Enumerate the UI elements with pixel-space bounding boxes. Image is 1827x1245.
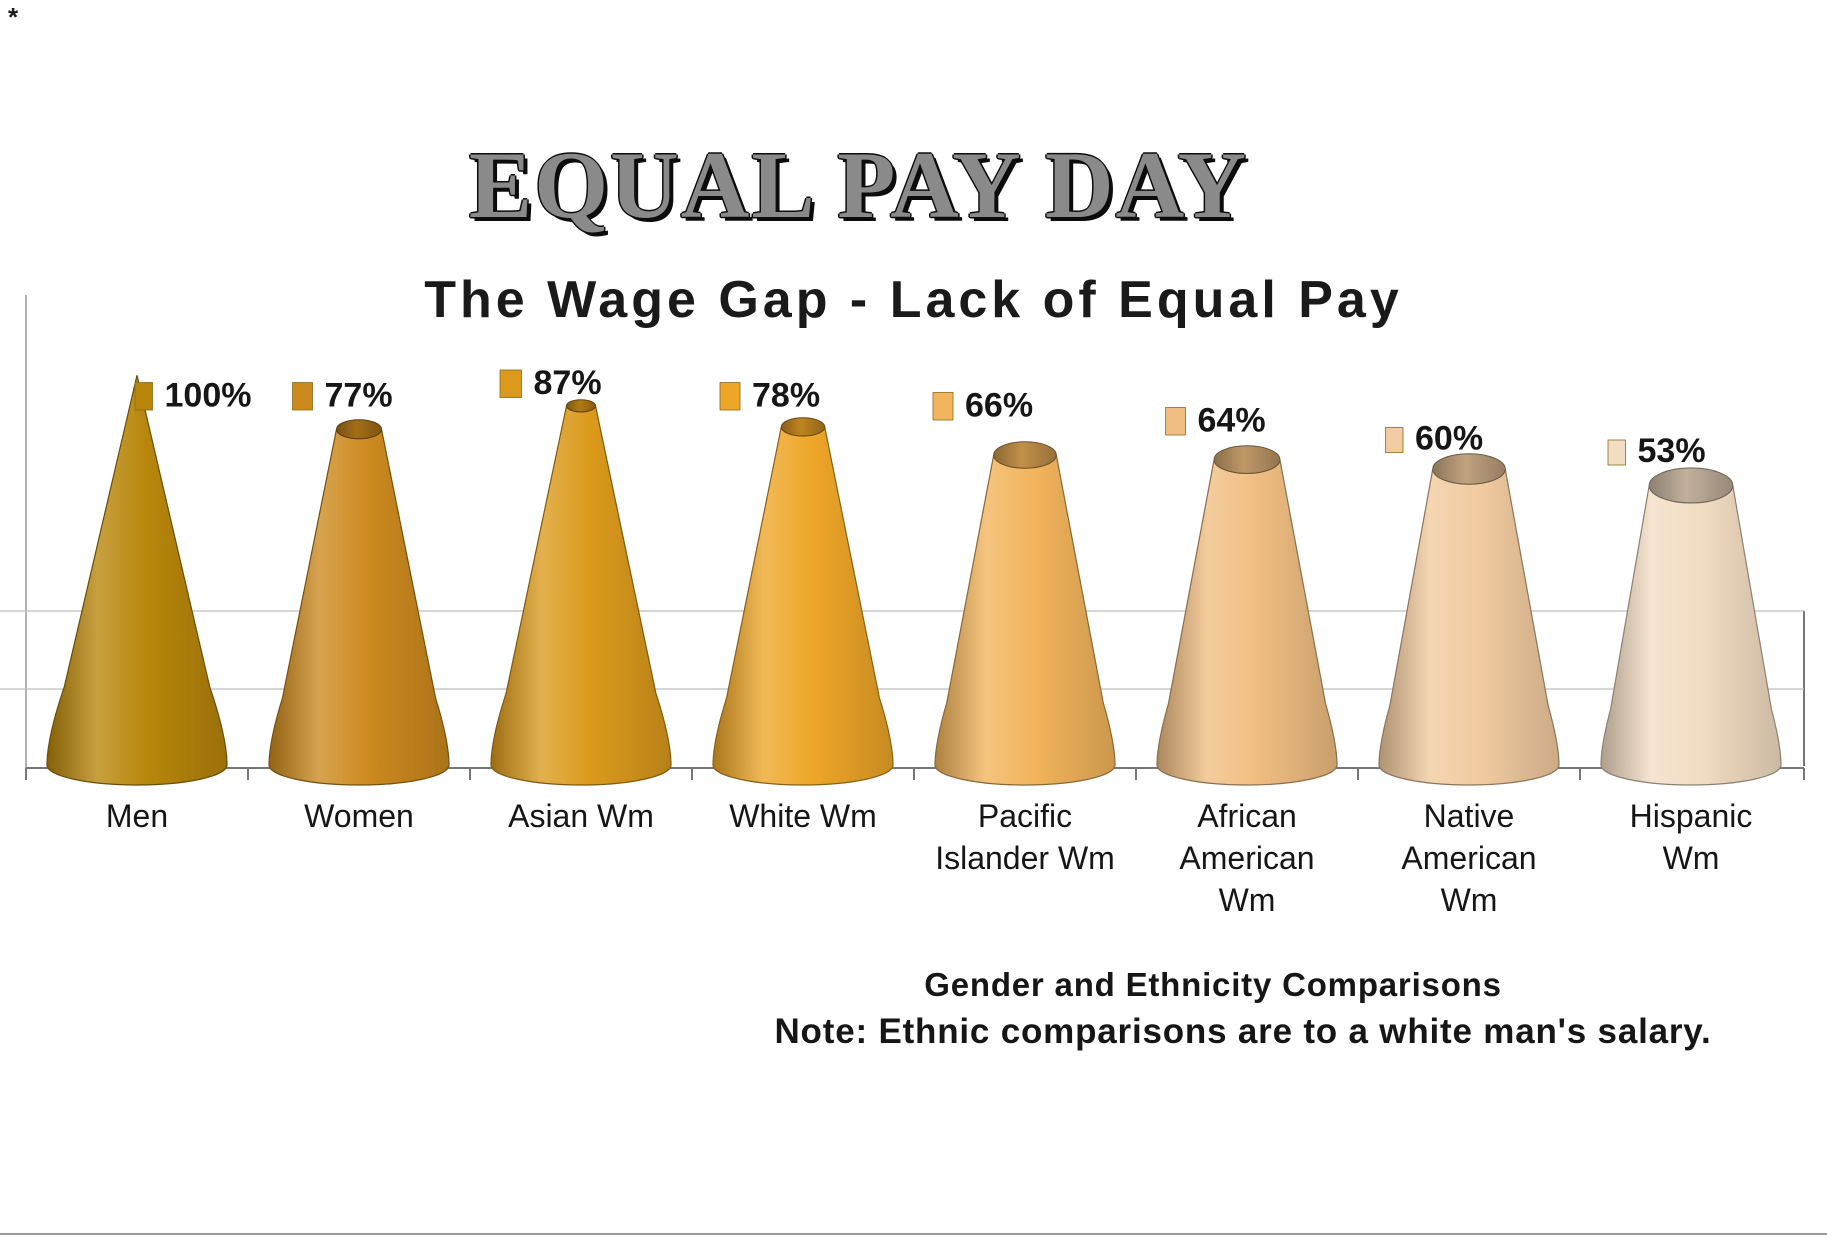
svg-text:White Wm: White Wm bbox=[729, 798, 877, 834]
svg-text:Wm: Wm bbox=[1441, 882, 1498, 918]
svg-text:Native: Native bbox=[1424, 798, 1515, 834]
svg-text:Gender and Ethnicity Compariso: Gender and Ethnicity Comparisons bbox=[924, 966, 1502, 1003]
svg-text:Men: Men bbox=[106, 798, 168, 834]
svg-text:53%: 53% bbox=[1638, 432, 1706, 470]
svg-text:66%: 66% bbox=[965, 387, 1033, 425]
svg-text:Asian Wm: Asian Wm bbox=[508, 798, 654, 834]
svg-text:Islander Wm: Islander Wm bbox=[935, 840, 1115, 876]
svg-text:100%: 100% bbox=[165, 377, 252, 415]
svg-text:60%: 60% bbox=[1415, 420, 1483, 458]
svg-text:Women: Women bbox=[304, 798, 414, 834]
svg-text:American: American bbox=[1179, 840, 1314, 876]
svg-text:Pacific: Pacific bbox=[978, 798, 1072, 834]
svg-text:Wm: Wm bbox=[1663, 840, 1720, 876]
svg-text:77%: 77% bbox=[325, 377, 393, 415]
svg-text:African: African bbox=[1197, 798, 1297, 834]
svg-text:American: American bbox=[1401, 840, 1536, 876]
svg-text:Hispanic: Hispanic bbox=[1630, 798, 1753, 834]
svg-text:78%: 78% bbox=[752, 377, 820, 415]
svg-text:64%: 64% bbox=[1198, 402, 1266, 440]
svg-text:Wm: Wm bbox=[1219, 882, 1276, 918]
svg-text:87%: 87% bbox=[534, 364, 602, 402]
svg-text:Note: Ethnic comparisons are t: Note: Ethnic comparisons are to a white … bbox=[774, 1012, 1711, 1051]
